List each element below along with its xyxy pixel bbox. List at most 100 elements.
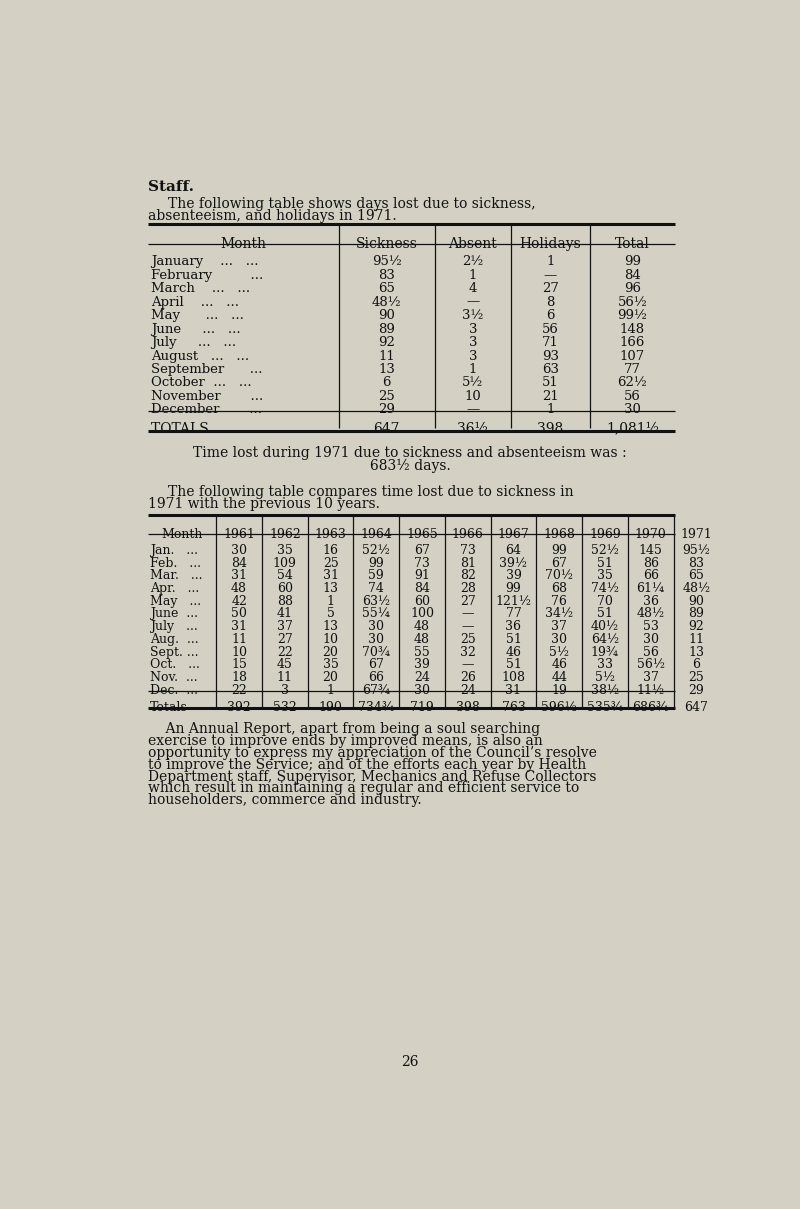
Text: 76: 76 xyxy=(551,595,567,608)
Text: 40½: 40½ xyxy=(591,620,619,634)
Text: 51: 51 xyxy=(597,607,613,620)
Text: Month: Month xyxy=(162,528,203,540)
Text: 60: 60 xyxy=(414,595,430,608)
Text: 99: 99 xyxy=(551,544,567,557)
Text: 24: 24 xyxy=(414,671,430,684)
Text: 41: 41 xyxy=(277,607,293,620)
Text: 3½: 3½ xyxy=(462,310,483,322)
Text: 32: 32 xyxy=(460,646,476,659)
Text: 5½: 5½ xyxy=(462,376,483,389)
Text: Feb.   ...: Feb. ... xyxy=(150,556,202,569)
Text: 91: 91 xyxy=(414,569,430,583)
Text: Dec.  ...: Dec. ... xyxy=(150,684,198,696)
Text: 25: 25 xyxy=(378,391,395,403)
Text: 30: 30 xyxy=(231,544,247,557)
Text: 13: 13 xyxy=(322,582,338,595)
Text: September      ...: September ... xyxy=(151,363,262,376)
Text: 1964: 1964 xyxy=(360,528,392,540)
Text: 20: 20 xyxy=(322,671,338,684)
Text: 51: 51 xyxy=(542,376,558,389)
Text: 30: 30 xyxy=(368,620,384,634)
Text: —: — xyxy=(466,296,479,308)
Text: November       ...: November ... xyxy=(151,391,263,403)
Text: 82: 82 xyxy=(460,569,476,583)
Text: Oct.   ...: Oct. ... xyxy=(150,658,200,671)
Text: 4: 4 xyxy=(469,282,477,295)
Text: 65: 65 xyxy=(689,569,704,583)
Text: 1: 1 xyxy=(326,684,334,696)
Text: 67: 67 xyxy=(551,556,567,569)
Text: 13: 13 xyxy=(688,646,704,659)
Text: 10: 10 xyxy=(322,632,338,646)
Text: 30: 30 xyxy=(624,404,641,416)
Text: 19¾: 19¾ xyxy=(591,646,619,659)
Text: 67: 67 xyxy=(368,658,384,671)
Text: July   ...: July ... xyxy=(150,620,198,634)
Text: 65: 65 xyxy=(378,282,395,295)
Text: 686¾: 686¾ xyxy=(633,701,669,715)
Text: 64½: 64½ xyxy=(591,632,619,646)
Text: 31: 31 xyxy=(231,620,247,634)
Text: 74½: 74½ xyxy=(591,582,619,595)
Text: 36½: 36½ xyxy=(458,422,488,435)
Text: 84: 84 xyxy=(231,556,247,569)
Text: An Annual Report, apart from being a soul searching: An Annual Report, apart from being a sou… xyxy=(148,722,540,736)
Text: 6: 6 xyxy=(382,376,391,389)
Text: Jan.   ...: Jan. ... xyxy=(150,544,198,557)
Text: 39½: 39½ xyxy=(499,556,527,569)
Text: 22: 22 xyxy=(231,684,247,696)
Text: 1971: 1971 xyxy=(681,528,712,540)
Text: 24: 24 xyxy=(460,684,476,696)
Text: exercise to improve ends by improved means, is also an: exercise to improve ends by improved mea… xyxy=(148,734,542,747)
Text: 31: 31 xyxy=(322,569,338,583)
Text: 99: 99 xyxy=(506,582,522,595)
Text: 70: 70 xyxy=(597,595,613,608)
Text: 45: 45 xyxy=(277,658,293,671)
Text: 31: 31 xyxy=(506,684,522,696)
Text: 15: 15 xyxy=(231,658,247,671)
Text: 1: 1 xyxy=(546,404,554,416)
Text: 48: 48 xyxy=(414,620,430,634)
Text: 60: 60 xyxy=(277,582,293,595)
Text: 84: 84 xyxy=(414,582,430,595)
Text: 55¼: 55¼ xyxy=(362,607,390,620)
Text: 2½: 2½ xyxy=(462,255,483,268)
Text: 48: 48 xyxy=(414,632,430,646)
Text: 81: 81 xyxy=(460,556,476,569)
Text: 70½: 70½ xyxy=(545,569,573,583)
Text: 190: 190 xyxy=(318,701,342,715)
Text: 71: 71 xyxy=(542,336,558,349)
Text: 1971 with the previous 10 years.: 1971 with the previous 10 years. xyxy=(148,497,380,511)
Text: 11: 11 xyxy=(231,632,247,646)
Text: 3: 3 xyxy=(469,349,477,363)
Text: 73: 73 xyxy=(414,556,430,569)
Text: Staff.: Staff. xyxy=(148,180,194,193)
Text: 30: 30 xyxy=(414,684,430,696)
Text: April    ...   ...: April ... ... xyxy=(151,296,239,308)
Text: 37: 37 xyxy=(642,671,658,684)
Text: 44: 44 xyxy=(551,671,567,684)
Text: 52½: 52½ xyxy=(591,544,619,557)
Text: —: — xyxy=(462,620,474,634)
Text: Department staff, Supervisor, Mechanics and Refuse Collectors: Department staff, Supervisor, Mechanics … xyxy=(148,770,597,783)
Text: 99: 99 xyxy=(624,255,641,268)
Text: Aug.  ...: Aug. ... xyxy=(150,632,199,646)
Text: 11: 11 xyxy=(688,632,704,646)
Text: Total: Total xyxy=(615,237,650,251)
Text: 56: 56 xyxy=(542,323,558,336)
Text: 39: 39 xyxy=(506,569,522,583)
Text: 52½: 52½ xyxy=(362,544,390,557)
Text: —: — xyxy=(462,607,474,620)
Text: 11½: 11½ xyxy=(637,684,665,696)
Text: 99½: 99½ xyxy=(618,310,647,322)
Text: 398: 398 xyxy=(456,701,480,715)
Text: February         ...: February ... xyxy=(151,268,263,282)
Text: 1,081½: 1,081½ xyxy=(606,422,659,435)
Text: —: — xyxy=(462,658,474,671)
Text: 18: 18 xyxy=(231,671,247,684)
Text: 56: 56 xyxy=(624,391,641,403)
Text: 719: 719 xyxy=(410,701,434,715)
Text: Totals: Totals xyxy=(150,701,188,715)
Text: 95½: 95½ xyxy=(372,255,402,268)
Text: 1: 1 xyxy=(326,595,334,608)
